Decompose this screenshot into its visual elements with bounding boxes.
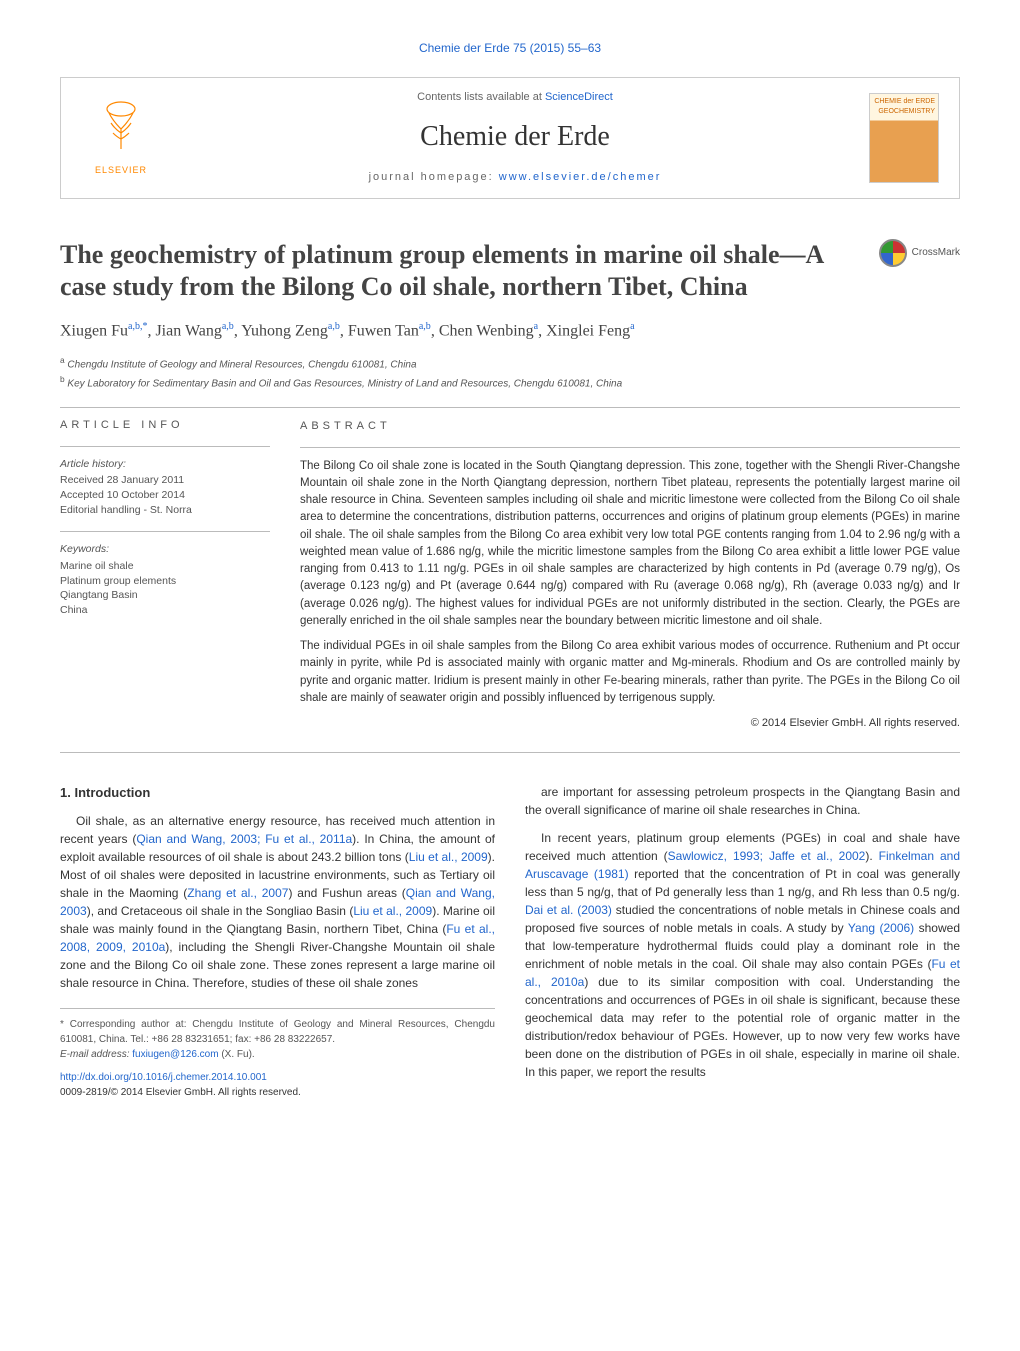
corresponding-footnote: * Corresponding author at: Chengdu Insti… bbox=[60, 1008, 495, 1062]
divider bbox=[300, 447, 960, 448]
divider bbox=[60, 407, 960, 408]
journal-reference: Chemie der Erde 75 (2015) 55–63 bbox=[60, 40, 960, 57]
email-link[interactable]: fuxiugen@126.com bbox=[132, 1049, 218, 1060]
article-title: The geochemistry of platinum group eleme… bbox=[60, 239, 859, 304]
journal-homepage: journal homepage: www.elsevier.de/chemer bbox=[161, 170, 869, 185]
citation[interactable]: Qian and Wang, 2003; Fu et al., 2011a bbox=[136, 832, 352, 846]
keyword: Qiangtang Basin bbox=[60, 588, 270, 603]
keyword: Marine oil shale bbox=[60, 559, 270, 574]
homepage-link[interactable]: www.elsevier.de/chemer bbox=[499, 171, 662, 183]
editorial-handling: Editorial handling - St. Norra bbox=[60, 503, 270, 518]
doi-link[interactable]: http://dx.doi.org/10.1016/j.chemer.2014.… bbox=[60, 1072, 267, 1083]
elsevier-label: ELSEVIER bbox=[95, 164, 147, 177]
abstract-copyright: © 2014 Elsevier GmbH. All rights reserve… bbox=[300, 715, 960, 732]
journal-name: Chemie der Erde bbox=[161, 117, 869, 156]
corr-email-line: E-mail address: fuxiugen@126.com (X. Fu)… bbox=[60, 1047, 495, 1062]
abstract-para-2: The individual PGEs in oil shale samples… bbox=[300, 638, 960, 707]
elsevier-tree-icon bbox=[93, 99, 149, 164]
crossmark-label: CrossMark bbox=[912, 246, 960, 260]
crossmark-icon bbox=[879, 239, 907, 267]
citation[interactable]: Yang (2006) bbox=[848, 921, 914, 935]
header-center: Contents lists available at ScienceDirec… bbox=[161, 90, 869, 186]
contents-prefix: Contents lists available at bbox=[417, 91, 545, 103]
keyword: Platinum group elements bbox=[60, 574, 270, 589]
citation[interactable]: Liu et al., 2009 bbox=[409, 850, 488, 864]
contents-available: Contents lists available at ScienceDirec… bbox=[161, 90, 869, 105]
citation[interactable]: Liu et al., 2009 bbox=[353, 904, 432, 918]
doi-block: http://dx.doi.org/10.1016/j.chemer.2014.… bbox=[60, 1070, 495, 1100]
intro-para-2: are important for assessing petroleum pr… bbox=[525, 783, 960, 819]
authors-line: Xiugen Fua,b,*, Jian Wanga,b, Yuhong Zen… bbox=[60, 320, 960, 343]
affiliation-b: b Key Laboratory for Sedimentary Basin a… bbox=[60, 373, 960, 391]
divider bbox=[60, 752, 960, 753]
divider bbox=[60, 531, 270, 532]
divider bbox=[60, 446, 270, 447]
citation[interactable]: Zhang et al., 2007 bbox=[187, 886, 288, 900]
elsevier-logo[interactable]: ELSEVIER bbox=[81, 98, 161, 178]
homepage-prefix: journal homepage: bbox=[369, 171, 499, 183]
journal-header: ELSEVIER Contents lists available at Sci… bbox=[60, 77, 960, 199]
section-heading-intro: 1. Introduction bbox=[60, 783, 495, 803]
corr-author-line: * Corresponding author at: Chengdu Insti… bbox=[60, 1017, 495, 1047]
journal-cover-thumb[interactable]: CHEMIE der ERDE GEOCHEMISTRY bbox=[869, 93, 939, 183]
article-info-heading: article info bbox=[60, 418, 270, 433]
keyword: China bbox=[60, 603, 270, 618]
crossmark-badge[interactable]: CrossMark bbox=[879, 239, 960, 267]
abstract-para-1: The Bilong Co oil shale zone is located … bbox=[300, 458, 960, 631]
sciencedirect-link[interactable]: ScienceDirect bbox=[545, 91, 613, 103]
keywords-label: Keywords: bbox=[60, 542, 270, 557]
citation[interactable]: Sawlowicz, 1993; Jaffe et al., 2002 bbox=[668, 849, 866, 863]
abstract-heading: abstract bbox=[300, 418, 960, 435]
intro-para-3: In recent years, platinum group elements… bbox=[525, 829, 960, 1081]
affiliations: a Chengdu Institute of Geology and Miner… bbox=[60, 354, 960, 391]
body-columns: 1. Introduction Oil shale, as an alterna… bbox=[60, 783, 960, 1101]
intro-para-1: Oil shale, as an alternative energy reso… bbox=[60, 812, 495, 992]
issn-copyright: 0009-2819/© 2014 Elsevier GmbH. All righ… bbox=[60, 1087, 301, 1098]
article-info-column: article info Article history: Received 2… bbox=[60, 418, 270, 732]
abstract-column: abstract The Bilong Co oil shale zone is… bbox=[300, 418, 960, 732]
received-date: Received 28 January 2011 bbox=[60, 473, 270, 488]
accepted-date: Accepted 10 October 2014 bbox=[60, 488, 270, 503]
citation[interactable]: Dai et al. (2003) bbox=[525, 903, 612, 917]
affiliation-a: a Chengdu Institute of Geology and Miner… bbox=[60, 354, 960, 372]
history-label: Article history: bbox=[60, 457, 270, 472]
